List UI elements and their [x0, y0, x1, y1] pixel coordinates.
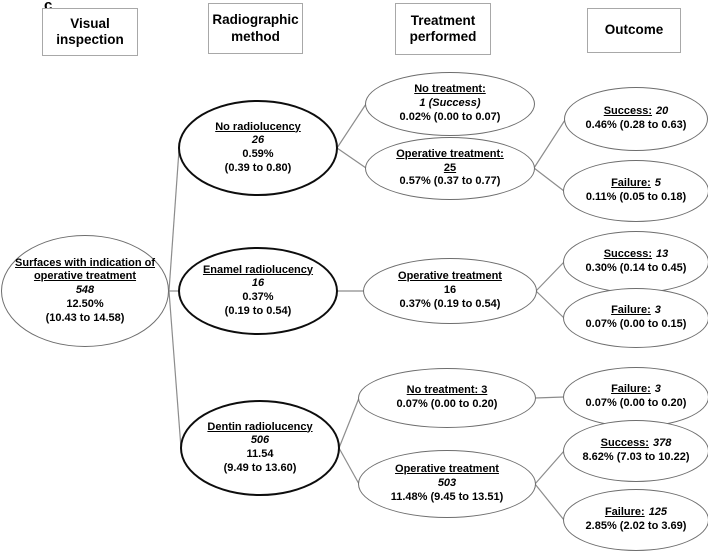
node-ci: (10.43 to 14.58) — [45, 311, 125, 324]
node-count: 16 — [251, 277, 265, 290]
node-ci: (0.39 to 0.80) — [224, 161, 292, 174]
node-percent: 12.50% — [66, 297, 104, 310]
node-percent: 0.37% — [242, 291, 274, 303]
node-count: 25 — [443, 161, 457, 174]
connector-line — [168, 290, 182, 449]
connector-line — [534, 483, 565, 521]
node-title: Failure: 5 — [611, 177, 661, 190]
node-enamel-radiolucency: Enamel radiolucency 16 0.37% (0.19 to 0.… — [178, 247, 338, 335]
header-outcome: Outcome — [587, 8, 681, 53]
node-stats: 8.62% (7.03 to 10.22) — [582, 451, 690, 463]
connector-line — [168, 149, 180, 292]
node-percent: 11.54 — [246, 448, 274, 460]
header-treatment-performed: Treatment performed — [395, 3, 491, 55]
node-title: Success: 20 — [603, 105, 669, 118]
node-stats: 0.07% (0.00 to 0.20) — [396, 398, 498, 410]
node-title: Failure: 125 — [604, 506, 668, 519]
node-count: 506 — [250, 434, 270, 447]
connector-line — [336, 147, 367, 169]
header-visual-inspection: Visual inspection — [42, 8, 138, 56]
header-label: Visual inspection — [56, 15, 124, 47]
node-percent: 0.59% — [242, 148, 274, 160]
connector-line — [336, 103, 367, 149]
node-title: Failure: 3 — [611, 304, 661, 317]
node-outcome-failure-125: Failure: 125 2.85% (2.02 to 3.69) — [563, 489, 708, 551]
node-root-surfaces: Surfaces with indication of operative tr… — [1, 235, 169, 347]
node-stats: 0.30% (0.14 to 0.45) — [585, 262, 687, 274]
node-stats: 11.48% (9.45 to 13.51) — [390, 490, 504, 503]
node-operative-treatment-503: Operative treatment 503 11.48% (9.45 to … — [358, 450, 536, 518]
node-title: No treatment: — [414, 83, 486, 96]
node-count: 503 — [437, 477, 457, 490]
node-title: No treatment: 3 — [406, 384, 488, 397]
node-outcome-failure-5: Failure: 5 0.11% (0.05 to 0.18) — [563, 160, 708, 222]
header-label: Outcome — [604, 22, 664, 38]
node-no-treatment-1: No treatment: 1 (Success) 0.02% (0.00 to… — [365, 72, 535, 136]
node-title: Operative treatment — [395, 463, 499, 476]
node-title: Enamel radiolucency — [202, 263, 314, 276]
connector-line — [338, 397, 360, 449]
node-title: Dentin radiolucency — [207, 420, 313, 433]
node-stats: 2.85% (2.02 to 3.69) — [585, 520, 687, 532]
node-stats: 0.57% (0.37 to 0.77) — [399, 175, 501, 188]
node-outcome-failure-3-enamel: Failure: 3 0.07% (0.00 to 0.15) — [563, 288, 708, 348]
node-no-radiolucency: No radiolucency 26 0.59% (0.39 to 0.80) — [178, 100, 338, 196]
node-no-treatment-3: No treatment: 3 0.07% (0.00 to 0.20) — [358, 368, 536, 428]
connector-line — [535, 290, 565, 319]
node-ci: (9.49 to 13.60) — [223, 461, 297, 474]
connector-line — [534, 450, 565, 485]
connector-line — [535, 261, 565, 292]
node-operative-treatment-16: Operative treatment 16 0.37% (0.19 to 0.… — [363, 258, 537, 324]
panel-letter: c — [44, 0, 53, 14]
node-stats: 0.11% (0.05 to 0.18) — [585, 191, 687, 203]
connector-line — [534, 396, 565, 399]
node-count: 548 — [75, 284, 95, 297]
node-outcome-success-13: Success: 13 0.30% (0.14 to 0.45) — [563, 231, 708, 293]
node-title: Failure: 3 — [611, 383, 661, 396]
node-stats: 0.07% (0.00 to 0.15) — [585, 318, 687, 330]
node-title: Surfaces with indication of operative tr… — [15, 256, 155, 283]
connector-line — [338, 447, 360, 485]
connector-line — [533, 119, 566, 169]
header-label: Radiographic method — [212, 12, 299, 44]
header-radiographic-method: Radiographic method — [208, 3, 303, 54]
header-label: Treatment performed — [409, 12, 477, 44]
node-operative-treatment-25: Operative treatment: 25 0.57% (0.37 to 0… — [365, 137, 535, 200]
node-outcome-failure-3-dentin: Failure: 3 0.07% (0.00 to 0.20) — [563, 367, 708, 427]
node-title: Success: 13 — [603, 248, 669, 261]
node-ci: (0.19 to 0.54) — [224, 304, 292, 317]
node-outcome-success-378: Success: 378 8.62% (7.03 to 10.22) — [563, 420, 708, 482]
node-stats: 0.02% (0.00 to 0.07) — [399, 110, 501, 123]
connector-line — [533, 167, 565, 192]
node-count: 16 — [443, 284, 457, 297]
node-stats: 0.07% (0.00 to 0.20) — [585, 397, 687, 409]
node-title: Operative treatment: — [396, 147, 504, 160]
node-count: 1 (Success) — [419, 97, 481, 110]
node-dentin-radiolucency: Dentin radiolucency 506 11.54 (9.49 to 1… — [180, 400, 340, 496]
node-outcome-success-20: Success: 20 0.46% (0.28 to 0.63) — [564, 87, 708, 151]
node-title: Success: 378 — [600, 437, 672, 450]
node-stats: 0.46% (0.28 to 0.63) — [585, 119, 687, 131]
node-title: Operative treatment — [398, 270, 502, 283]
node-count: 26 — [251, 134, 265, 147]
node-stats: 0.37% (0.19 to 0.54) — [399, 297, 501, 310]
node-title: No radiolucency — [215, 120, 301, 133]
